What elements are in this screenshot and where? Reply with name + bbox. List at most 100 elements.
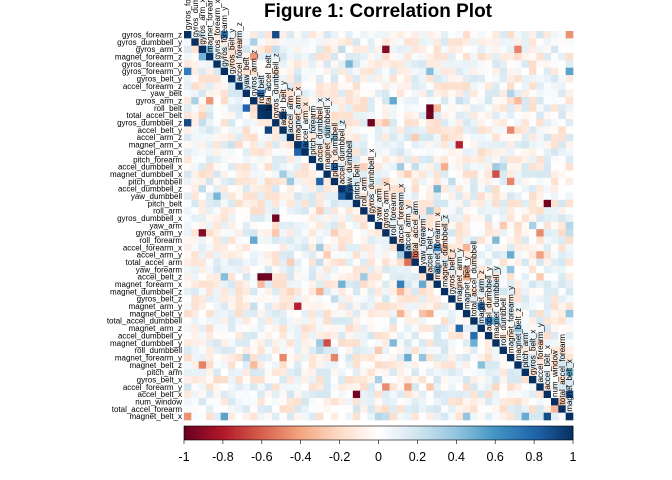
correlation-cell xyxy=(440,398,449,406)
correlation-cell xyxy=(521,45,530,54)
correlation-cell xyxy=(206,273,214,281)
correlation-cell xyxy=(250,287,258,296)
correlation-cell xyxy=(191,265,199,274)
correlation-cell xyxy=(492,405,500,413)
correlation-cell xyxy=(418,45,427,54)
correlation-cell xyxy=(484,273,493,281)
correlation-cell xyxy=(521,390,530,399)
correlation-cell xyxy=(323,89,332,98)
correlation-cell xyxy=(316,390,324,399)
correlation-cell xyxy=(242,221,251,230)
correlation-cell xyxy=(184,148,192,157)
correlation-cell xyxy=(411,324,420,333)
correlation-cell xyxy=(448,89,456,98)
correlation-cell xyxy=(213,368,221,377)
correlation-cell xyxy=(404,309,412,318)
correlation-cell xyxy=(551,53,559,61)
correlation-cell xyxy=(455,295,464,303)
correlation-cell xyxy=(477,353,486,362)
correlation-cell xyxy=(242,405,251,413)
correlation-cell xyxy=(477,45,486,54)
correlation-cell xyxy=(470,368,478,377)
correlation-cell xyxy=(330,251,339,259)
correlation-cell xyxy=(228,405,236,413)
correlation-cell xyxy=(499,273,508,281)
colorbar-segment xyxy=(303,426,306,440)
correlation-cell xyxy=(213,251,221,259)
correlation-cell xyxy=(338,141,346,149)
correlation-cell xyxy=(272,119,280,127)
correlation-cell xyxy=(345,273,354,281)
correlation-cell xyxy=(257,243,266,252)
correlation-cell xyxy=(521,258,530,267)
correlation-cell xyxy=(235,251,244,259)
correlation-cell xyxy=(411,89,420,98)
correlation-cell xyxy=(220,45,229,54)
correlation-cell xyxy=(301,236,310,245)
correlation-cell xyxy=(235,280,244,289)
correlation-cell xyxy=(470,412,478,421)
correlation-cell xyxy=(440,192,449,201)
correlation-cell xyxy=(382,368,390,377)
correlation-cell xyxy=(536,309,544,318)
correlation-cell xyxy=(367,258,376,267)
correlation-cell xyxy=(184,368,192,377)
correlation-cell xyxy=(198,170,207,179)
correlation-cell xyxy=(565,375,574,384)
correlation-cell xyxy=(558,346,566,355)
correlation-cell xyxy=(286,60,295,68)
correlation-cell xyxy=(521,133,530,142)
correlation-cell xyxy=(330,214,339,223)
correlation-cell xyxy=(330,207,339,215)
correlation-cell xyxy=(286,280,295,289)
correlation-cell xyxy=(404,368,412,377)
correlation-cell xyxy=(440,141,449,149)
correlation-cell xyxy=(565,405,574,413)
correlation-cell xyxy=(396,258,405,267)
correlation-cell xyxy=(536,89,544,98)
correlation-cell xyxy=(389,368,398,377)
row-label: magnet_dumbbell_z xyxy=(110,287,182,296)
correlation-cell xyxy=(323,375,332,384)
correlation-cell xyxy=(228,273,236,281)
correlation-cell xyxy=(499,280,508,289)
correlation-cell xyxy=(499,309,508,318)
correlation-cell xyxy=(448,177,456,186)
correlation-cell xyxy=(367,331,376,340)
colorbar-segment xyxy=(500,426,503,440)
correlation-cell xyxy=(330,390,339,399)
correlation-cell xyxy=(521,236,530,245)
correlation-cell xyxy=(301,258,310,267)
correlation-cell xyxy=(528,302,537,311)
column-label: gyros_forearm_z xyxy=(183,0,192,30)
correlation-cell xyxy=(286,405,295,413)
correlation-cell xyxy=(470,119,478,127)
correlation-cell xyxy=(338,405,346,413)
correlation-cell xyxy=(528,185,537,193)
correlation-cell xyxy=(242,38,251,46)
correlation-cell xyxy=(396,119,405,127)
correlation-cell xyxy=(492,375,500,384)
correlation-cell xyxy=(220,155,229,164)
colorbar-segment xyxy=(317,426,321,440)
correlation-cell xyxy=(191,287,199,296)
correlation-cell xyxy=(382,207,390,215)
colorbar-segment xyxy=(376,426,379,440)
correlation-cell xyxy=(191,302,199,311)
correlation-cell xyxy=(551,243,559,252)
correlation-cell xyxy=(558,192,566,201)
correlation-cell xyxy=(330,126,339,135)
correlation-cell xyxy=(352,229,361,237)
correlation-cell xyxy=(286,214,295,223)
correlation-cell xyxy=(294,38,302,46)
correlation-cell xyxy=(242,163,251,171)
correlation-cell xyxy=(279,229,288,237)
correlation-cell xyxy=(448,104,456,113)
correlation-cell xyxy=(411,346,420,355)
correlation-cell xyxy=(316,295,324,303)
colorbar-segment xyxy=(434,426,438,440)
correlation-cell xyxy=(257,221,266,230)
colorbar-segment xyxy=(354,426,358,440)
correlation-cell xyxy=(411,390,420,399)
correlation-cell xyxy=(551,265,559,274)
